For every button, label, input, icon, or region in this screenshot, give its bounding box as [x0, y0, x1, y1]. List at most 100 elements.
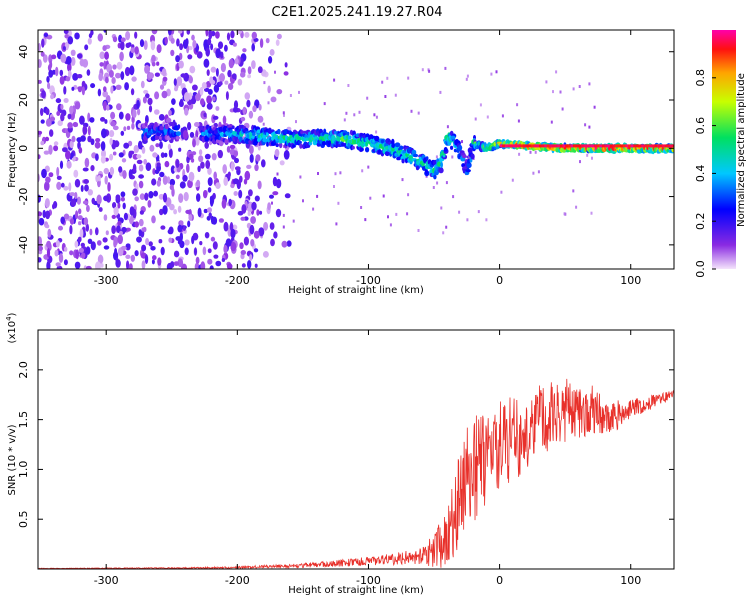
noise-cell	[105, 76, 109, 84]
faint-cell	[276, 172, 279, 176]
noise-cell	[158, 239, 163, 244]
noise-cell	[45, 118, 52, 127]
track-core-cell	[617, 144, 621, 148]
noise-cell	[159, 171, 165, 178]
noise-cell	[209, 197, 214, 207]
noise-cell	[55, 98, 62, 104]
noise-cell	[249, 145, 254, 155]
faint-cell	[282, 111, 285, 115]
noise-cell	[234, 166, 241, 171]
track-cell	[279, 142, 283, 149]
spectrogram-y-tick-label: 0	[17, 145, 30, 152]
track-cell	[450, 145, 454, 150]
track-core-cell	[607, 144, 611, 148]
noise-cell	[168, 226, 174, 235]
noise-cell	[72, 121, 78, 128]
noise-cell	[133, 145, 139, 153]
noise-cell	[207, 177, 213, 187]
noise-cell	[225, 91, 229, 101]
noise-cell	[70, 56, 76, 66]
noise-cell	[40, 108, 44, 116]
noise-cell	[130, 254, 135, 262]
colorbar-gradient	[712, 30, 736, 269]
noise-cell	[151, 215, 156, 224]
faint-cell	[572, 87, 575, 91]
track-core-cell	[657, 144, 660, 148]
track-core-cell	[567, 144, 571, 148]
noise-cell	[60, 113, 65, 122]
noise-cell	[59, 160, 64, 169]
noise-cell	[121, 158, 127, 163]
noise-cell	[85, 246, 91, 255]
noise-cell	[67, 122, 73, 129]
track-cell	[467, 158, 471, 164]
noise-cell	[150, 40, 156, 51]
snr-x-axis-label: Height of straight line (km)	[288, 585, 424, 596]
noise-cell	[223, 221, 229, 232]
faint-cell	[386, 76, 389, 80]
noise-cell	[188, 153, 194, 159]
noise-cell	[270, 96, 277, 103]
noise-cell	[41, 90, 46, 99]
noise-cell	[217, 41, 224, 49]
noise-cell	[136, 99, 140, 109]
track-core-cell	[549, 144, 553, 148]
noise-cell	[230, 228, 236, 239]
noise-cell	[78, 247, 84, 253]
track-cell	[177, 124, 181, 129]
track-cell	[359, 147, 364, 152]
noise-cell	[162, 205, 168, 215]
noise-cell	[138, 164, 144, 172]
noise-cell	[209, 76, 214, 84]
noise-cell	[250, 239, 255, 247]
noise-cell	[158, 193, 165, 200]
chart-title: C2E1.2025.241.19.27.R04	[271, 5, 442, 20]
noise-cell	[148, 72, 155, 79]
noise-cell	[109, 166, 115, 176]
noise-cell	[45, 210, 51, 220]
noise-cell	[63, 86, 67, 95]
noise-cell	[128, 263, 133, 269]
noise-cell	[203, 58, 210, 68]
noise-cell	[56, 175, 62, 180]
noise-cell	[137, 108, 141, 116]
noise-cell	[206, 102, 213, 110]
noise-cell	[67, 36, 74, 45]
noise-cell	[104, 119, 108, 124]
noise-cell	[74, 101, 81, 110]
noise-cell	[183, 191, 189, 202]
noise-cell	[167, 143, 171, 150]
snr-y-tick-label: 1.5	[17, 411, 30, 429]
track-cell	[352, 130, 356, 136]
faint-cell	[298, 90, 300, 94]
track-core-cell	[633, 144, 637, 148]
noise-cell	[210, 43, 214, 51]
noise-cell	[117, 234, 123, 245]
noise-cell	[104, 175, 108, 185]
noise-cell	[48, 144, 53, 155]
faint-cell	[466, 74, 469, 78]
faint-cell	[333, 185, 335, 188]
noise-cell	[38, 211, 43, 217]
faint-cell	[369, 196, 372, 200]
noise-cell	[112, 202, 117, 209]
track-cell	[298, 140, 302, 145]
noise-cell	[38, 154, 41, 160]
noise-cell	[159, 141, 163, 149]
track-core-cell	[604, 144, 608, 148]
noise-cell	[269, 222, 275, 230]
noise-cell	[253, 230, 260, 239]
noise-cell	[120, 37, 126, 42]
track-core-cell	[630, 144, 634, 148]
track-core-cell	[659, 144, 663, 148]
noise-cell	[223, 176, 228, 186]
faint-cell	[316, 194, 319, 198]
snr-y-multiplier: (x104)	[5, 312, 18, 343]
noise-cell	[179, 220, 184, 226]
track-cell	[443, 147, 448, 152]
noise-cell	[248, 189, 253, 197]
noise-cell	[191, 34, 195, 41]
noise-cell	[244, 31, 250, 38]
faint-cell	[451, 155, 454, 159]
